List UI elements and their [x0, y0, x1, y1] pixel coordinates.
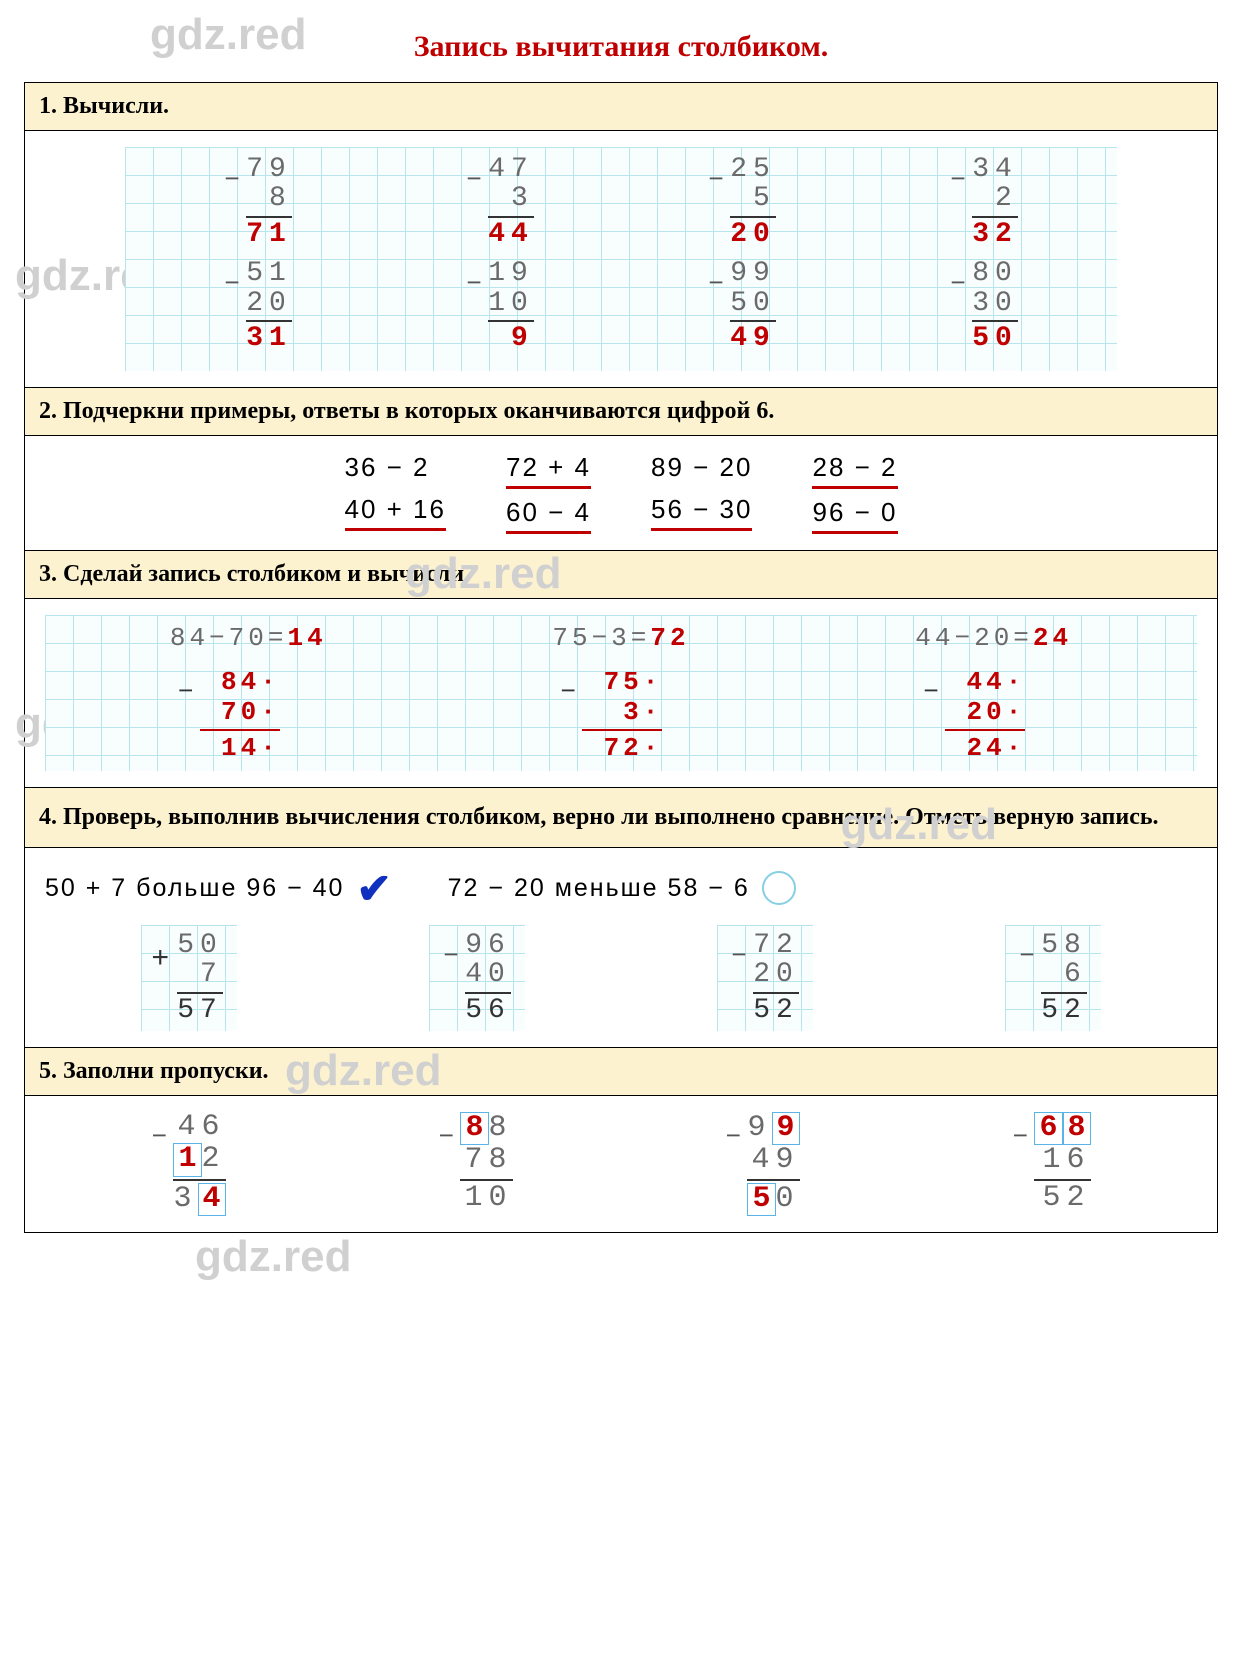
subtraction-problem: −47344 — [466, 155, 534, 249]
expr: 36 − 2 — [345, 452, 446, 486]
s1-row1: −79871 −47344 −25520 −34232 — [137, 155, 1105, 249]
expr-underlined: 60 − 4 — [506, 497, 591, 534]
subtraction-column: −964056 — [443, 931, 511, 1025]
s3-problem: 44−20=24 −44·20·24· — [915, 623, 1072, 763]
section-3-header: 3. Сделай запись столбиком и вычисли. — [25, 551, 1217, 599]
section-5-header: 5. Заполни пропуски. — [25, 1048, 1217, 1096]
s5-problem: − 88 78 10 — [438, 1112, 512, 1217]
subtraction-column: −58652 — [1019, 931, 1087, 1025]
empty-circle-icon — [762, 871, 796, 905]
expr-underlined: 40 + 16 — [345, 494, 446, 531]
subtraction-column: −722052 — [731, 931, 799, 1025]
s2-expressions: 36 − 2 40 + 16 72 + 4 60 − 4 89 − 20 56 … — [45, 452, 1197, 534]
page-title: Запись вычитания столбиком. — [24, 30, 1218, 64]
s1-row2: −512031 −19109 −995049 −803050 — [137, 259, 1105, 353]
subtraction-problem: −34232 — [950, 155, 1018, 249]
s4-left-expr: 50 + 7 больше 96 − 40 — [45, 874, 344, 903]
s5-problem: − 46 12 34 — [151, 1112, 225, 1217]
s3-problem: 84−70=14 −84·70·14· — [170, 623, 327, 763]
section-1-header: 1. Вычисли. — [25, 83, 1217, 131]
s5-problem: − 99 49 50 — [725, 1112, 799, 1217]
s4-right-expr: 72 − 20 меньше 58 − 6 — [448, 874, 750, 903]
section-2-header: 2. Подчеркни примеры, ответы в которых о… — [25, 388, 1217, 436]
subtraction-problem: −25520 — [708, 155, 776, 249]
section-1: 1. Вычисли. gdz.red −79871 −47344 −25520… — [24, 82, 1218, 388]
expr-underlined: 72 + 4 — [506, 452, 591, 489]
section-3: 3. Сделай запись столбиком и вычисли. gd… — [24, 551, 1218, 788]
subtraction-problem: −512031 — [224, 259, 292, 353]
section-2: 2. Подчеркни примеры, ответы в которых о… — [24, 388, 1218, 551]
checkmark-icon: ✔ — [356, 864, 393, 913]
subtraction-problem: −803050 — [950, 259, 1018, 353]
section-4-header: 4. Проверь, выполнив вычисления столбико… — [25, 788, 1217, 847]
s3-problem: 75−3=72 −75·3·72· — [552, 623, 689, 763]
addition-column: +50757 — [155, 931, 223, 1025]
s5-problem: − 68 16 52 — [1012, 1112, 1090, 1217]
watermark: gdz.red — [195, 1232, 351, 1282]
subtraction-problem: −19109 — [466, 259, 534, 353]
expr-underlined: 96 − 0 — [812, 497, 897, 534]
expr-underlined: 56 − 30 — [651, 494, 752, 531]
expr-underlined: 28 − 2 — [812, 452, 897, 489]
subtraction-problem: −995049 — [708, 259, 776, 353]
subtraction-problem: −79871 — [224, 155, 292, 249]
expr: 89 − 20 — [651, 452, 752, 486]
section-4: 4. Проверь, выполнив вычисления столбико… — [24, 788, 1218, 1048]
section-5: 5. Заполни пропуски. gdz.red − 46 12 34 … — [24, 1048, 1218, 1234]
